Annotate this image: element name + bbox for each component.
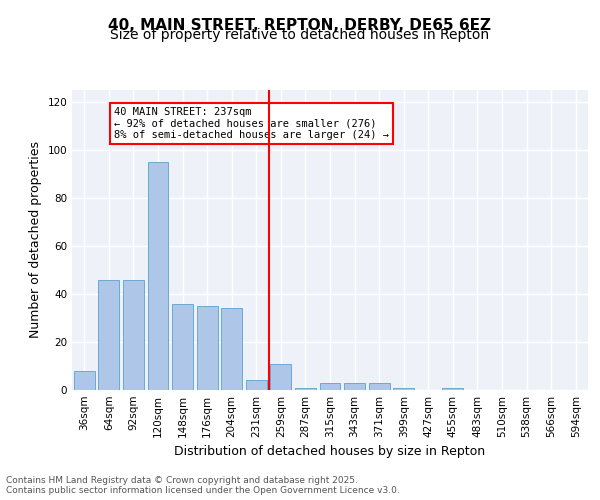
Text: Contains HM Land Registry data © Crown copyright and database right 2025.
Contai: Contains HM Land Registry data © Crown c… [6, 476, 400, 495]
Text: 40, MAIN STREET, REPTON, DERBY, DE65 6EZ: 40, MAIN STREET, REPTON, DERBY, DE65 6EZ [109, 18, 491, 32]
Bar [148, 162, 169, 390]
Bar [295, 388, 316, 390]
X-axis label: Distribution of detached houses by size in Repton: Distribution of detached houses by size … [175, 446, 485, 458]
Bar [74, 371, 95, 390]
Text: Size of property relative to detached houses in Repton: Size of property relative to detached ho… [110, 28, 490, 42]
Y-axis label: Number of detached properties: Number of detached properties [29, 142, 42, 338]
Bar [271, 364, 292, 390]
Bar [393, 388, 414, 390]
Bar [320, 383, 340, 390]
Text: 40 MAIN STREET: 237sqm
← 92% of detached houses are smaller (276)
8% of semi-det: 40 MAIN STREET: 237sqm ← 92% of detached… [114, 107, 389, 140]
Bar [246, 380, 267, 390]
Bar [197, 306, 218, 390]
Bar [98, 280, 119, 390]
Bar [368, 383, 389, 390]
Bar [442, 388, 463, 390]
Bar [344, 383, 365, 390]
Bar [221, 308, 242, 390]
Bar [123, 280, 144, 390]
Bar [172, 304, 193, 390]
